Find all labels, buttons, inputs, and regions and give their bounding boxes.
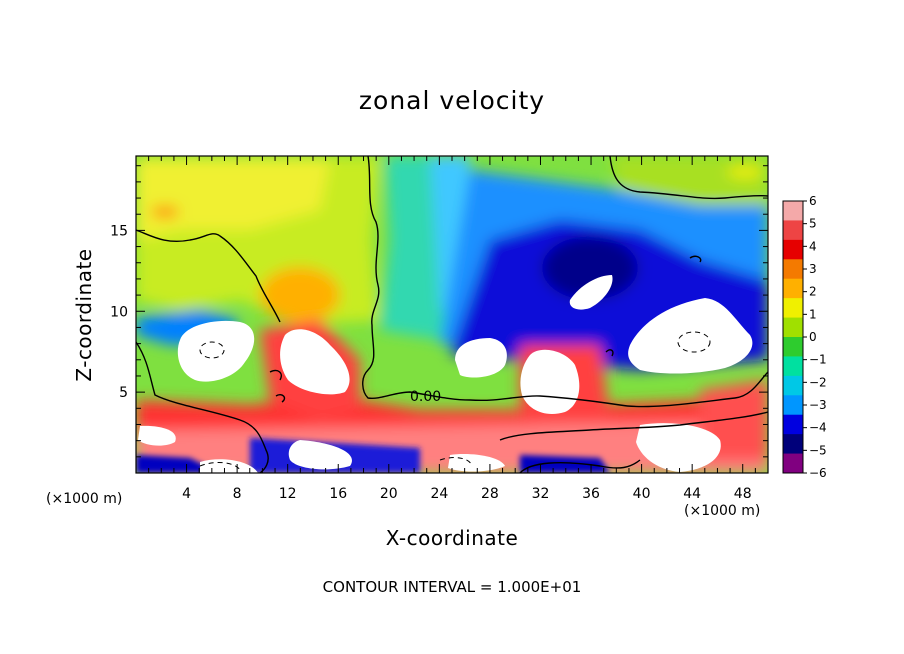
colorbar-swatch [783, 434, 803, 455]
colorbar-swatch [783, 201, 803, 221]
x-tick-label: 36 [582, 486, 600, 502]
x-units-label-right: (×1000 m) [684, 503, 761, 519]
colorbar-swatch [783, 239, 803, 260]
colorbar-label: −5 [809, 443, 827, 457]
colorbar-swatch [783, 278, 803, 299]
y-tick-label: 15 [110, 223, 128, 239]
colorbar: 6 5 4 3 2 1 0 −1 −2 −3 −4 −5 −6 [782, 194, 827, 480]
colorbar-swatch [783, 337, 803, 357]
colorbar-label: −2 [809, 375, 827, 389]
x-tick-label: 48 [734, 486, 752, 502]
colorbar-label: −1 [809, 353, 827, 367]
colorbar-label: 2 [809, 285, 817, 299]
x-tick-label: 4 [182, 486, 191, 502]
colorbar-swatch [783, 259, 803, 280]
contour-interval-note: CONTOUR INTERVAL = 1.000E+01 [322, 578, 582, 596]
x-axis-label: X-coordinate [385, 526, 519, 550]
dashed-contours [199, 331, 711, 471]
chart-title: zonal velocity [358, 86, 546, 115]
colorbar-label: −3 [809, 398, 827, 412]
x-axis-ticks: 4 8 12 16 20 24 28 32 36 40 44 48 [148, 156, 756, 502]
contour-lines [136, 156, 768, 473]
x-tick-label: 20 [380, 486, 398, 502]
colorbar-label: 5 [809, 217, 817, 231]
colorbar-swatch [783, 220, 803, 241]
x-tick-label: 40 [633, 486, 651, 502]
colorbar-label: 0 [809, 330, 817, 344]
x-tick-label: 44 [683, 486, 701, 502]
x-tick-label: 28 [481, 486, 499, 502]
x-units-label-left: (×1000 m) [46, 491, 123, 507]
x-tick-label: 32 [532, 486, 550, 502]
colorbar-swatch [783, 453, 803, 474]
x-tick-label: 24 [430, 486, 448, 502]
colorbar-swatch [783, 298, 803, 319]
x-tick-label: 8 [233, 486, 242, 502]
velocity-field: 0.00 [136, 156, 768, 473]
x-tick-label: 12 [279, 486, 297, 502]
y-tick-label: 5 [119, 385, 128, 401]
y-tick-label: 10 [110, 304, 128, 320]
colorbar-label: 1 [809, 307, 817, 321]
y-axis-ticks: 5 10 15 [110, 165, 768, 458]
contour-value-label: 0.00 [410, 389, 441, 405]
colorbar-swatch [783, 375, 803, 396]
x-tick-label: 16 [329, 486, 347, 502]
colorbar-swatch [783, 317, 803, 338]
colorbar-swatch [783, 356, 803, 377]
colorbar-label: 4 [809, 239, 817, 253]
colorbar-label: −4 [809, 421, 827, 435]
colorbar-label: −6 [809, 466, 827, 480]
colorbar-label: 6 [809, 194, 817, 208]
colorbar-swatch [783, 414, 803, 435]
colorbar-swatch [783, 395, 803, 416]
colorbar-label: 3 [809, 262, 817, 276]
